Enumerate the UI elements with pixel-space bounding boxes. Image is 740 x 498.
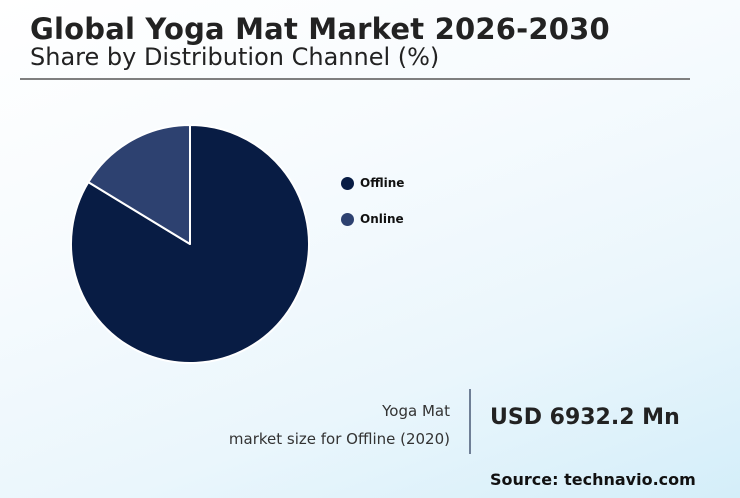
stat-divider <box>469 389 471 454</box>
legend: Offline Online <box>341 175 404 247</box>
pie-slice-online <box>87 124 191 245</box>
stat-line-2: market size for Offline (2020) <box>228 430 450 448</box>
legend-item-online: Online <box>341 211 404 227</box>
stat-line-1: Yoga Mat <box>382 402 450 420</box>
chart-title: Global Yoga Mat Market 2026-2030 <box>30 12 610 46</box>
legend-label: Offline <box>360 176 405 190</box>
legend-dot-online-icon <box>341 212 354 226</box>
legend-label: Online <box>360 212 404 226</box>
header-divider <box>20 78 690 80</box>
chart-subtitle: Share by Distribution Channel (%) <box>30 43 440 71</box>
source-label: Source: technavio.com <box>490 470 696 489</box>
stat-value: USD 6932.2 Mn <box>490 405 680 430</box>
pie-chart <box>70 124 310 364</box>
legend-dot-offline-icon <box>341 176 354 190</box>
legend-item-offline: Offline <box>341 175 404 191</box>
stat-description: Yoga Mat market size for Offline (2020) <box>229 397 450 453</box>
